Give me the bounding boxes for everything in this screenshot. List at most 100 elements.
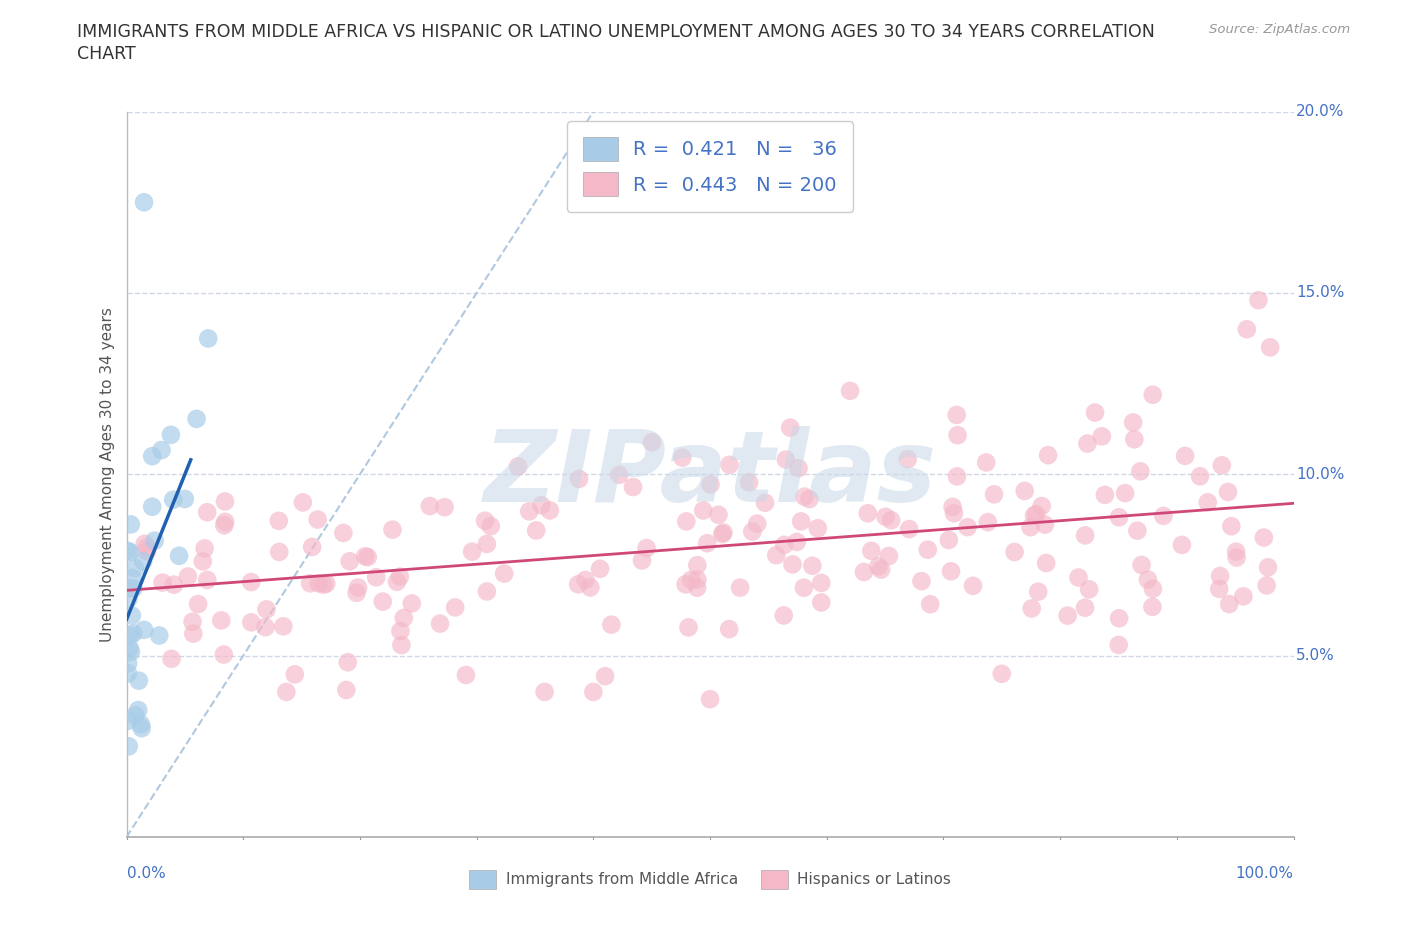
Point <box>538 503 561 518</box>
Point <box>974 455 997 470</box>
Point <box>194 541 217 556</box>
Point <box>787 460 810 475</box>
Point <box>187 597 209 612</box>
Point <box>868 559 890 574</box>
Point <box>120 644 142 659</box>
Point <box>388 569 411 584</box>
Point <box>357 550 380 565</box>
Point <box>880 512 903 527</box>
Point <box>240 615 263 630</box>
Point <box>129 717 152 732</box>
Point <box>1114 485 1136 500</box>
Point <box>1094 487 1116 502</box>
Point <box>738 475 761 490</box>
Point <box>1225 544 1247 559</box>
Point <box>1171 538 1194 552</box>
Point <box>150 443 173 458</box>
Point <box>1257 560 1279 575</box>
Point <box>772 608 794 623</box>
Point <box>132 553 155 568</box>
Point <box>990 667 1012 682</box>
Point <box>600 618 623 632</box>
Point <box>122 626 145 641</box>
Point <box>1074 528 1097 543</box>
Point <box>1022 508 1045 523</box>
Point <box>117 581 139 596</box>
Point <box>773 538 796 552</box>
Point <box>214 518 236 533</box>
Point <box>1108 510 1130 525</box>
Point <box>209 613 232 628</box>
Point <box>132 622 155 637</box>
Point <box>120 517 142 532</box>
Point <box>977 514 1000 529</box>
Text: 10.0%: 10.0% <box>1296 467 1344 482</box>
Point <box>1142 600 1164 615</box>
Point <box>433 499 456 514</box>
Text: 0.0%: 0.0% <box>127 866 166 881</box>
Point <box>877 549 900 564</box>
Point <box>675 577 697 591</box>
Point <box>856 506 879 521</box>
Point <box>641 434 664 449</box>
Point <box>533 684 555 699</box>
Point <box>307 512 329 527</box>
Point <box>291 495 314 510</box>
Point <box>315 577 337 591</box>
Point <box>1136 572 1159 587</box>
Point <box>1142 387 1164 402</box>
Point <box>956 520 979 535</box>
Point <box>681 572 703 587</box>
Point <box>508 459 530 474</box>
Point <box>136 544 159 559</box>
Point <box>346 585 368 600</box>
Point <box>284 667 307 682</box>
Point <box>711 526 734 541</box>
Point <box>910 574 932 589</box>
Point <box>240 575 263 590</box>
Point <box>1067 570 1090 585</box>
Point <box>524 523 547 538</box>
Point <box>810 576 832 591</box>
Point <box>875 510 897 525</box>
Point <box>582 684 605 699</box>
Point <box>475 537 498 551</box>
Point <box>686 580 709 595</box>
Point <box>136 540 159 555</box>
Point <box>1078 582 1101 597</box>
Point <box>917 542 939 557</box>
Point <box>870 562 893 577</box>
Point <box>852 565 875 579</box>
Point <box>124 708 146 723</box>
Point <box>718 458 741 472</box>
Point <box>118 738 141 753</box>
Point <box>1021 601 1043 616</box>
Text: CHART: CHART <box>77 45 136 62</box>
Point <box>128 673 150 688</box>
Point <box>214 514 236 529</box>
Point <box>160 651 183 666</box>
Point <box>1129 464 1152 479</box>
Point <box>517 504 540 519</box>
Text: 15.0%: 15.0% <box>1296 286 1344 300</box>
Point <box>474 513 496 528</box>
Point <box>607 468 630 483</box>
Point <box>160 428 183 443</box>
Point <box>678 620 700 635</box>
Text: 100.0%: 100.0% <box>1236 866 1294 881</box>
Point <box>118 545 141 560</box>
Point <box>1084 405 1107 420</box>
Point <box>946 428 969 443</box>
Point <box>793 489 815 504</box>
Point <box>366 570 388 585</box>
Point <box>671 450 693 465</box>
Point <box>131 721 153 736</box>
Point <box>860 543 883 558</box>
Point <box>267 513 290 528</box>
Point <box>775 452 797 467</box>
Point <box>754 496 776 511</box>
Point <box>1004 545 1026 560</box>
Point <box>707 507 730 522</box>
Point <box>122 581 145 596</box>
Point <box>1208 581 1230 596</box>
